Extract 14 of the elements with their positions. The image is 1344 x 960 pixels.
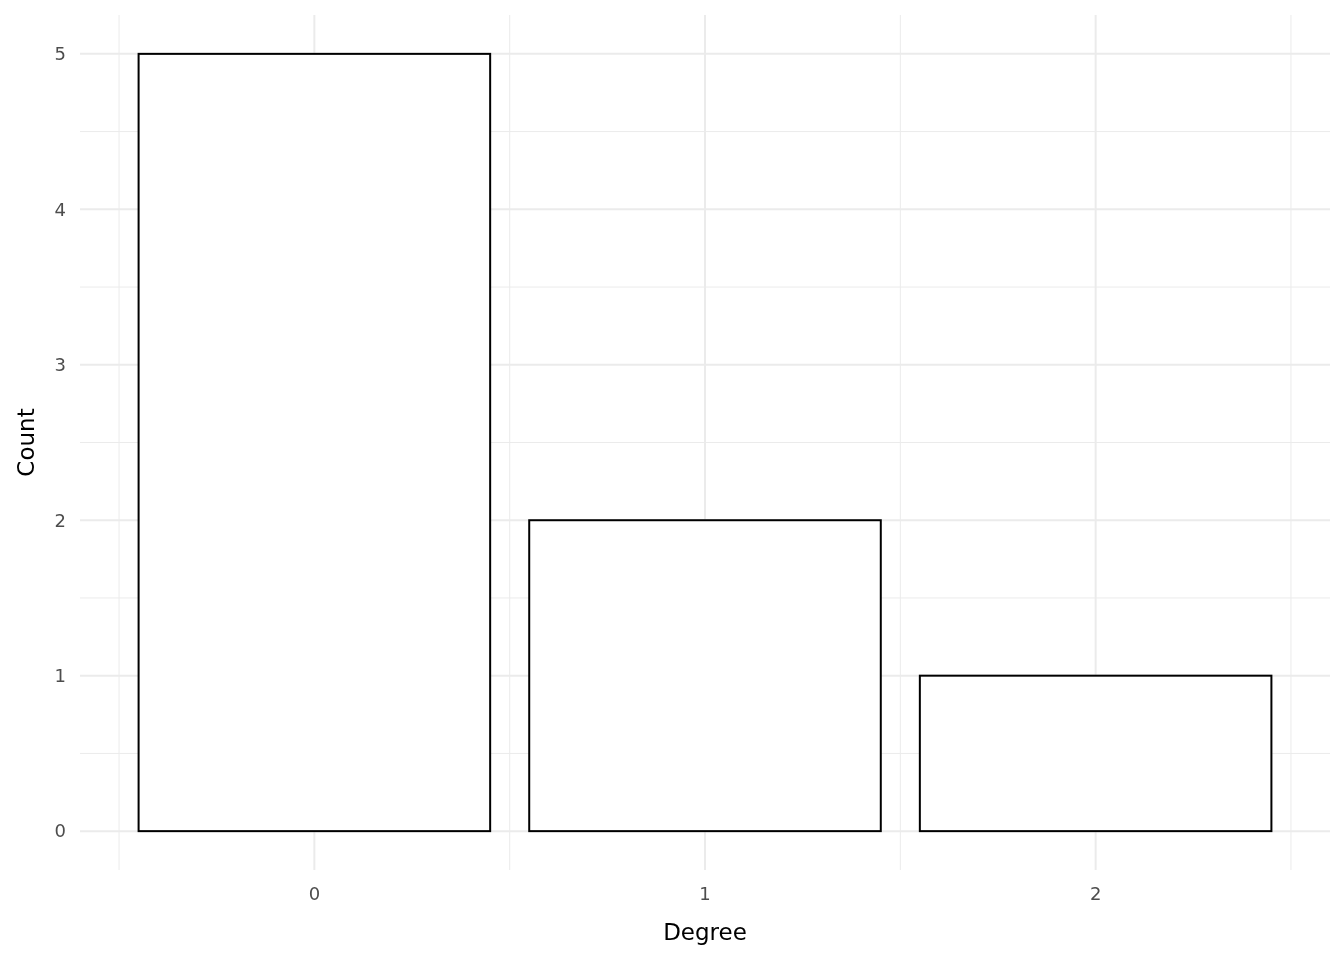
y-tick-label: 0 <box>54 820 66 842</box>
y-axis-title: Count <box>13 408 39 477</box>
x-axis-title: Degree <box>663 919 747 945</box>
y-tick-label: 3 <box>54 354 66 376</box>
y-tick-label: 2 <box>54 509 66 531</box>
y-tick-label: 5 <box>54 43 66 65</box>
y-tick-label: 1 <box>54 664 66 686</box>
bar <box>918 674 1273 833</box>
bar <box>528 519 882 833</box>
y-tick-label: 4 <box>54 198 66 220</box>
bar <box>137 52 492 833</box>
x-tick-label: 2 <box>1089 883 1102 904</box>
x-tick-label: 0 <box>308 883 321 904</box>
x-tick-label: 1 <box>699 883 711 904</box>
